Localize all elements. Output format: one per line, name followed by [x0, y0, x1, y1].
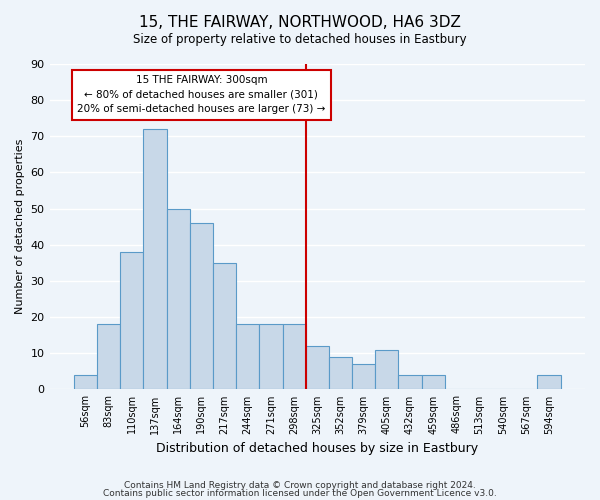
- Bar: [375, 350, 398, 390]
- Bar: [398, 375, 422, 390]
- Bar: [283, 324, 305, 390]
- Bar: [329, 357, 352, 390]
- Text: Size of property relative to detached houses in Eastbury: Size of property relative to detached ho…: [133, 32, 467, 46]
- Bar: [97, 324, 120, 390]
- Bar: [538, 375, 560, 390]
- Bar: [236, 324, 259, 390]
- Bar: [74, 375, 97, 390]
- Text: Contains HM Land Registry data © Crown copyright and database right 2024.: Contains HM Land Registry data © Crown c…: [124, 480, 476, 490]
- Text: 15, THE FAIRWAY, NORTHWOOD, HA6 3DZ: 15, THE FAIRWAY, NORTHWOOD, HA6 3DZ: [139, 15, 461, 30]
- Bar: [143, 129, 167, 390]
- Bar: [213, 263, 236, 390]
- Y-axis label: Number of detached properties: Number of detached properties: [15, 139, 25, 314]
- Bar: [190, 223, 213, 390]
- Text: Contains public sector information licensed under the Open Government Licence v3: Contains public sector information licen…: [103, 489, 497, 498]
- Bar: [259, 324, 283, 390]
- Bar: [422, 375, 445, 390]
- Text: 15 THE FAIRWAY: 300sqm
← 80% of detached houses are smaller (301)
20% of semi-de: 15 THE FAIRWAY: 300sqm ← 80% of detached…: [77, 75, 326, 114]
- Bar: [120, 252, 143, 390]
- Bar: [167, 208, 190, 390]
- Bar: [352, 364, 375, 390]
- X-axis label: Distribution of detached houses by size in Eastbury: Distribution of detached houses by size …: [156, 442, 478, 455]
- Bar: [305, 346, 329, 390]
